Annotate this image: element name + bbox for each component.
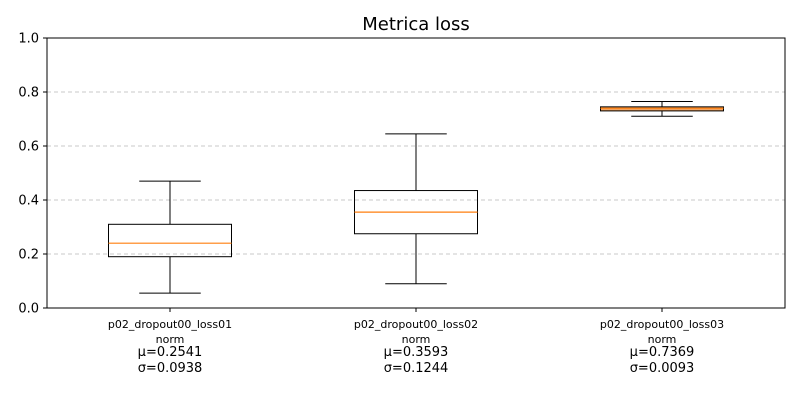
chart-title: Metrica loss	[362, 14, 469, 35]
y-tick-label: 0.8	[18, 86, 39, 101]
std-label: σ=0.0093	[630, 361, 695, 376]
y-tick-label: 0.0	[18, 302, 39, 317]
y-axis: 0.0 0.2 0.4 0.6 0.8 1.0	[18, 32, 663, 317]
iqr-box	[600, 106, 724, 112]
mean-label: μ=0.3593	[384, 345, 449, 360]
std-label: σ=0.0938	[138, 361, 203, 376]
y-tick-label: 1.0	[18, 32, 39, 47]
x-tick-label: p02_dropout00_loss03	[600, 318, 724, 331]
x-axis-labels: p02_dropout00_loss01normμ=0.2541σ=0.0938…	[108, 318, 724, 376]
x-tick-label: p02_dropout00_loss02	[354, 318, 478, 331]
y-tick-label: 0.2	[18, 248, 39, 263]
mean-label: μ=0.7369	[630, 345, 695, 360]
x-tick-label: p02_dropout00_loss01	[108, 318, 232, 331]
iqr-box	[108, 223, 232, 258]
x-tick-sublabel: norm	[648, 333, 677, 346]
y-tick-label: 0.4	[18, 194, 39, 209]
y-tick-label: 0.6	[18, 140, 39, 155]
mean-label: μ=0.2541	[138, 345, 203, 360]
x-tick-sublabel: norm	[156, 333, 185, 346]
x-tick-sublabel: norm	[402, 333, 431, 346]
std-label: σ=0.1244	[384, 361, 449, 376]
boxes	[108, 100, 724, 294]
